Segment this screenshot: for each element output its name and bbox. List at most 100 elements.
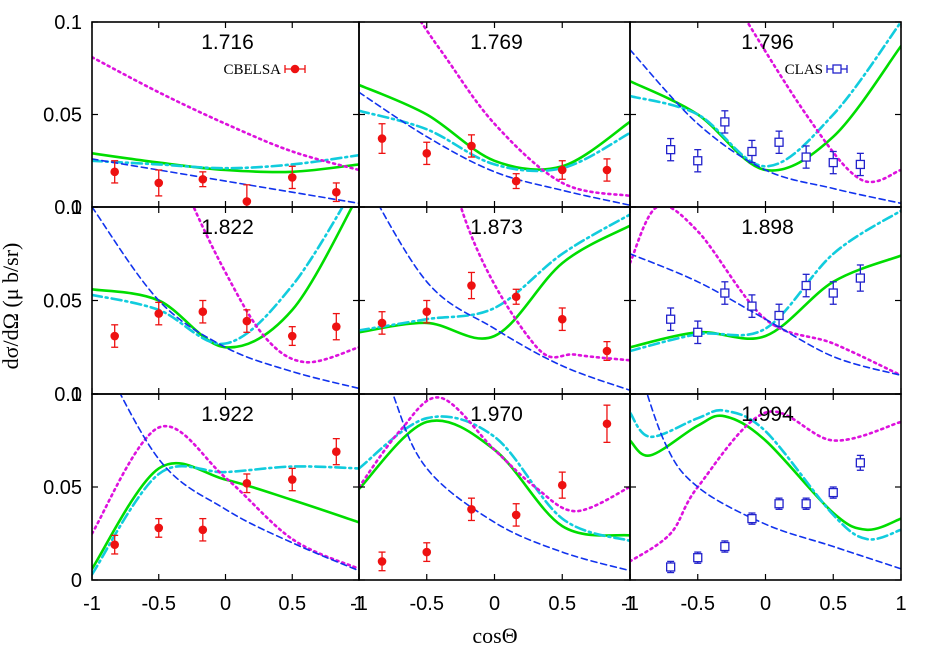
marker-square xyxy=(855,458,865,468)
marker-circle xyxy=(198,307,208,317)
model-curve xyxy=(630,49,901,205)
x-axis-title: cosΘ xyxy=(472,623,517,648)
marker-square xyxy=(747,513,757,524)
marker-square xyxy=(774,499,784,509)
model-curve xyxy=(92,207,354,349)
marker-circle xyxy=(154,309,164,318)
marker-circle xyxy=(154,523,164,533)
clas-data-point xyxy=(693,551,703,564)
cbelsa-data-point xyxy=(110,160,119,184)
model-curve xyxy=(359,83,630,171)
cbelsa-data-point xyxy=(511,288,521,305)
marker-square xyxy=(855,273,865,283)
y-tick-label: 0 xyxy=(71,197,82,219)
energy-label: 1.796 xyxy=(741,31,794,54)
data-points xyxy=(110,160,341,207)
marker-circle xyxy=(332,187,341,197)
cbelsa-data-point xyxy=(242,184,252,207)
model-curve xyxy=(630,22,901,168)
model-curve xyxy=(630,408,901,541)
model-curve xyxy=(92,153,359,170)
cbelsa-data-point xyxy=(377,123,387,155)
curves xyxy=(359,22,630,206)
marker-circle xyxy=(467,505,476,514)
cbelsa-data-point xyxy=(557,160,567,180)
data-points xyxy=(666,110,865,177)
clas-data-point xyxy=(855,264,865,292)
y-tick-label: 0.05 xyxy=(43,477,82,499)
y-tick-label: 0 xyxy=(71,570,82,592)
model-curve xyxy=(92,424,359,571)
legend-marker xyxy=(832,64,842,74)
x-tick-label: -1 xyxy=(83,593,101,615)
marker-circle xyxy=(287,331,297,341)
energy-label: 1.994 xyxy=(741,403,794,426)
marker-square xyxy=(693,553,703,563)
cbelsa-data-point xyxy=(287,165,297,190)
cbelsa-data-point xyxy=(377,311,387,335)
data-points xyxy=(666,454,865,574)
curves xyxy=(92,207,359,390)
cbelsa-data-point xyxy=(110,534,119,555)
x-tick-label: 1 xyxy=(624,593,635,615)
marker-square xyxy=(720,117,730,127)
model-curve xyxy=(392,394,630,572)
model-curve xyxy=(119,394,359,572)
energy-label: 1.769 xyxy=(470,31,523,54)
clas-data-point xyxy=(774,303,784,328)
curves xyxy=(359,394,630,572)
panel: 1.716 xyxy=(91,21,360,208)
marker-square xyxy=(828,157,838,168)
cbelsa-data-point xyxy=(332,182,341,203)
marker-circle xyxy=(511,510,521,520)
curves xyxy=(359,207,630,392)
cbelsa-data-point xyxy=(287,326,297,347)
panel: 1.873 xyxy=(358,206,631,395)
marker-circle xyxy=(467,141,476,151)
panels-layer: 1.716 1.769 1.796 1.822 1.873 1.898 1.922 1.970… xyxy=(91,21,902,581)
cbelsa-data-point xyxy=(154,301,164,326)
cbelsa-data-point xyxy=(511,503,521,527)
model-curve xyxy=(192,207,359,364)
marker-circle xyxy=(242,197,252,206)
energy-label: 1.898 xyxy=(741,216,794,239)
marker-circle xyxy=(557,314,567,324)
model-curve xyxy=(359,415,630,543)
marker-circle xyxy=(287,475,297,484)
cbelsa-data-point xyxy=(242,309,252,333)
model-curve xyxy=(92,207,345,346)
marker-square xyxy=(774,310,784,321)
x-tick-label: -0.5 xyxy=(410,593,444,615)
marker-circle xyxy=(557,480,567,490)
y-tick-label: 0.1 xyxy=(54,12,82,34)
panel: 1.898 xyxy=(629,206,902,395)
y-tick-label: 0.05 xyxy=(43,105,82,127)
marker-circle xyxy=(110,167,119,177)
model-curve xyxy=(359,224,630,340)
marker-circle xyxy=(467,281,476,290)
model-curve xyxy=(92,55,359,172)
clas-data-point xyxy=(747,139,757,164)
model-curve xyxy=(459,207,630,362)
marker-circle xyxy=(377,318,387,328)
marker-square xyxy=(828,288,838,298)
clas-data-point xyxy=(747,512,757,525)
model-curve xyxy=(630,209,901,353)
cbelsa-data-point xyxy=(422,542,432,563)
curves xyxy=(92,394,359,576)
marker-circle xyxy=(602,346,612,356)
panel: 1.922 xyxy=(91,393,360,581)
cbelsa-data-point xyxy=(198,299,208,324)
marker-square xyxy=(774,137,784,147)
cbelsa-data-point xyxy=(602,404,612,444)
y-axis-title: dσ/dΩ (μ b/sr) xyxy=(0,243,23,370)
model-curve xyxy=(92,152,359,174)
panel: 1.796 xyxy=(629,21,902,208)
marker-circle xyxy=(154,178,164,188)
marker-circle xyxy=(287,173,297,182)
x-tick-label: 1 xyxy=(895,593,906,615)
marker-circle xyxy=(557,165,567,175)
clas-data-point xyxy=(747,294,757,318)
x-tick-label: 0 xyxy=(489,593,500,615)
